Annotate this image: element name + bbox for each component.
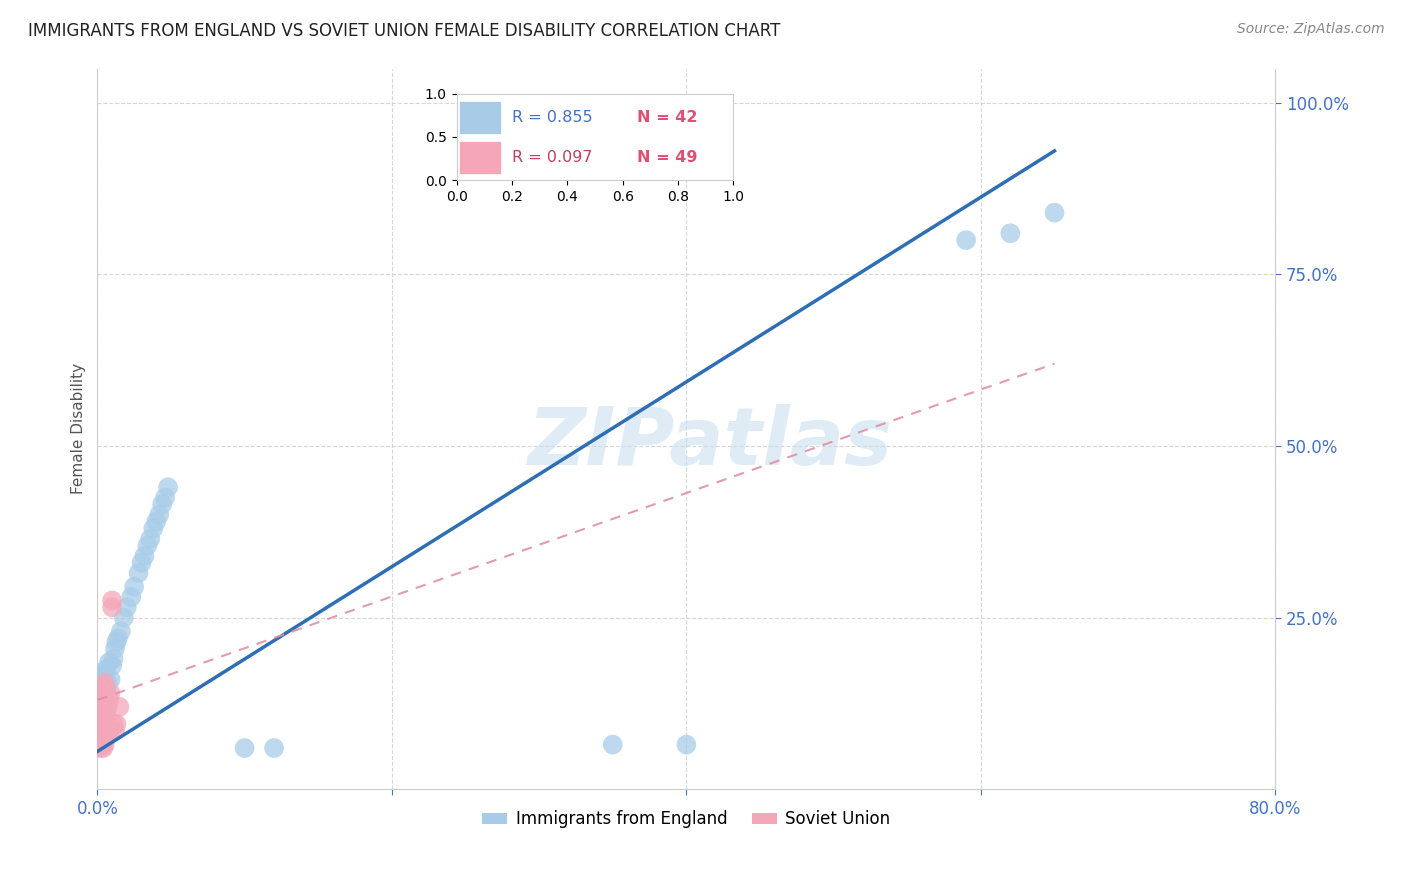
Point: [96, 706, 118, 721]
Point: [134, 549, 156, 563]
Point: [87, 699, 110, 714]
Text: Source: ZipAtlas.com: Source: ZipAtlas.com: [1237, 22, 1385, 37]
Point: [105, 717, 128, 731]
Point: [104, 641, 127, 656]
Point: [115, 600, 138, 615]
Point: [90, 710, 112, 724]
Point: [108, 699, 131, 714]
Point: [145, 515, 167, 529]
Point: [87, 714, 110, 728]
Point: [90, 693, 112, 707]
Point: [98, 727, 121, 741]
Point: [97, 676, 120, 690]
Point: [131, 556, 153, 570]
Point: [602, 738, 624, 752]
Point: [104, 723, 127, 738]
Point: [87, 731, 110, 745]
Point: [110, 624, 132, 639]
Point: [150, 497, 173, 511]
Point: [100, 721, 122, 735]
Point: [90, 727, 112, 741]
Point: [91, 686, 114, 700]
Point: [89, 723, 111, 738]
Point: [90, 679, 112, 693]
Point: [136, 539, 159, 553]
Point: [96, 731, 118, 745]
Point: [93, 669, 115, 683]
Point: [101, 600, 124, 615]
Point: [148, 508, 170, 522]
Point: [87, 717, 110, 731]
Point: [153, 491, 176, 505]
Point: [87, 723, 110, 738]
Point: [101, 593, 124, 607]
Point: [103, 652, 125, 666]
Point: [112, 610, 135, 624]
Point: [100, 673, 122, 687]
Point: [97, 723, 120, 738]
Point: [89, 706, 111, 721]
Point: [96, 682, 118, 697]
Point: [91, 731, 114, 745]
Point: [89, 697, 111, 711]
Point: [91, 714, 114, 728]
Point: [103, 717, 125, 731]
Point: [90, 703, 112, 717]
Point: [89, 731, 111, 745]
Point: [93, 676, 115, 690]
Point: [87, 727, 110, 741]
Point: [105, 634, 128, 648]
Point: [675, 738, 697, 752]
Point: [120, 590, 142, 604]
Point: [97, 699, 120, 714]
Point: [128, 566, 150, 580]
Point: [89, 721, 111, 735]
Point: [90, 719, 112, 733]
Point: [89, 682, 111, 697]
Point: [87, 686, 110, 700]
Point: [1043, 205, 1066, 219]
Point: [87, 738, 110, 752]
Point: [93, 682, 115, 697]
Point: [89, 717, 111, 731]
Point: [89, 741, 111, 756]
Y-axis label: Female Disability: Female Disability: [72, 363, 86, 494]
Point: [91, 665, 114, 680]
Point: [91, 741, 114, 756]
Point: [98, 655, 121, 669]
Point: [89, 682, 111, 697]
Point: [107, 631, 129, 645]
Point: [263, 741, 285, 756]
Point: [90, 738, 112, 752]
Point: [1000, 226, 1022, 240]
Point: [122, 580, 145, 594]
Point: [91, 703, 114, 717]
Point: [87, 706, 110, 721]
Point: [91, 722, 114, 736]
Point: [93, 693, 115, 707]
Text: ZIPatlas: ZIPatlas: [527, 404, 893, 483]
Point: [955, 233, 977, 247]
Point: [89, 734, 111, 748]
Point: [91, 690, 114, 704]
Point: [90, 673, 112, 687]
Point: [93, 738, 115, 752]
Point: [233, 741, 256, 756]
Point: [89, 669, 111, 683]
Point: [157, 480, 180, 494]
Point: [90, 690, 112, 704]
Point: [101, 658, 124, 673]
Point: [98, 693, 121, 707]
Point: [87, 676, 110, 690]
Point: [100, 686, 122, 700]
Legend: Immigrants from England, Soviet Union: Immigrants from England, Soviet Union: [475, 804, 897, 835]
Point: [142, 521, 165, 535]
Text: IMMIGRANTS FROM ENGLAND VS SOVIET UNION FEMALE DISABILITY CORRELATION CHART: IMMIGRANTS FROM ENGLAND VS SOVIET UNION …: [28, 22, 780, 40]
Point: [93, 727, 115, 741]
Point: [96, 662, 118, 676]
Point: [139, 532, 162, 546]
